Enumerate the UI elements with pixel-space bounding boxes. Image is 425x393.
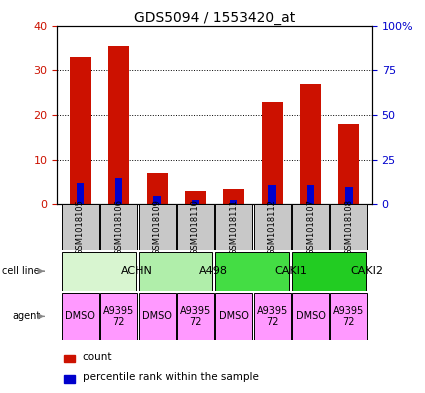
Bar bbox=[292, 252, 366, 291]
Bar bbox=[139, 252, 212, 291]
Text: GSM1018105: GSM1018105 bbox=[76, 199, 85, 255]
Text: CAKI1: CAKI1 bbox=[274, 266, 307, 276]
Bar bbox=[254, 293, 291, 340]
Bar bbox=[331, 293, 367, 340]
Bar bbox=[345, 187, 353, 204]
Text: ACHN: ACHN bbox=[121, 266, 153, 276]
Bar bbox=[147, 173, 167, 204]
Text: GSM1018106: GSM1018106 bbox=[114, 199, 123, 255]
Bar bbox=[115, 178, 122, 204]
Text: A498: A498 bbox=[199, 266, 228, 276]
Bar bbox=[338, 124, 360, 204]
Bar bbox=[215, 293, 252, 340]
Bar bbox=[223, 189, 244, 204]
Text: GSM1018109: GSM1018109 bbox=[153, 199, 162, 255]
Text: A9395
72: A9395 72 bbox=[333, 306, 365, 327]
Text: DMSO: DMSO bbox=[142, 311, 172, 321]
Text: DMSO: DMSO bbox=[219, 311, 249, 321]
Bar bbox=[262, 101, 283, 204]
Bar bbox=[62, 293, 99, 340]
Bar bbox=[76, 183, 84, 204]
Text: GSM1018110: GSM1018110 bbox=[191, 199, 200, 255]
Bar bbox=[153, 196, 161, 204]
Bar bbox=[64, 355, 75, 362]
Bar bbox=[185, 191, 206, 204]
Bar bbox=[230, 200, 238, 204]
Text: DMSO: DMSO bbox=[65, 311, 95, 321]
Bar bbox=[139, 204, 176, 250]
Bar bbox=[307, 185, 314, 204]
Title: GDS5094 / 1553420_at: GDS5094 / 1553420_at bbox=[134, 11, 295, 24]
Text: GSM1018108: GSM1018108 bbox=[344, 199, 353, 255]
Bar bbox=[139, 293, 176, 340]
Bar bbox=[100, 293, 137, 340]
Text: percentile rank within the sample: percentile rank within the sample bbox=[82, 372, 258, 382]
Bar bbox=[62, 252, 136, 291]
Bar bbox=[64, 375, 75, 383]
Bar bbox=[177, 204, 214, 250]
Text: A9395
72: A9395 72 bbox=[103, 306, 134, 327]
Bar bbox=[215, 252, 289, 291]
Bar bbox=[331, 204, 367, 250]
Bar bbox=[108, 46, 129, 204]
Text: CAKI2: CAKI2 bbox=[351, 266, 384, 276]
Text: GSM1018112: GSM1018112 bbox=[268, 199, 277, 255]
Text: GSM1018111: GSM1018111 bbox=[230, 199, 238, 255]
Text: agent: agent bbox=[12, 311, 40, 321]
Text: GSM1018107: GSM1018107 bbox=[306, 199, 315, 255]
Text: A9395
72: A9395 72 bbox=[257, 306, 288, 327]
Text: cell line: cell line bbox=[3, 266, 40, 276]
Bar bbox=[292, 293, 329, 340]
Text: count: count bbox=[82, 352, 112, 362]
Bar bbox=[269, 185, 276, 204]
Bar bbox=[292, 204, 329, 250]
Bar bbox=[300, 84, 321, 204]
Text: A9395
72: A9395 72 bbox=[180, 306, 211, 327]
Bar bbox=[215, 204, 252, 250]
Bar bbox=[100, 204, 137, 250]
Bar bbox=[192, 200, 199, 204]
Bar bbox=[62, 204, 99, 250]
Text: DMSO: DMSO bbox=[295, 311, 326, 321]
Bar bbox=[177, 293, 214, 340]
Bar bbox=[70, 57, 91, 204]
Bar bbox=[254, 204, 291, 250]
